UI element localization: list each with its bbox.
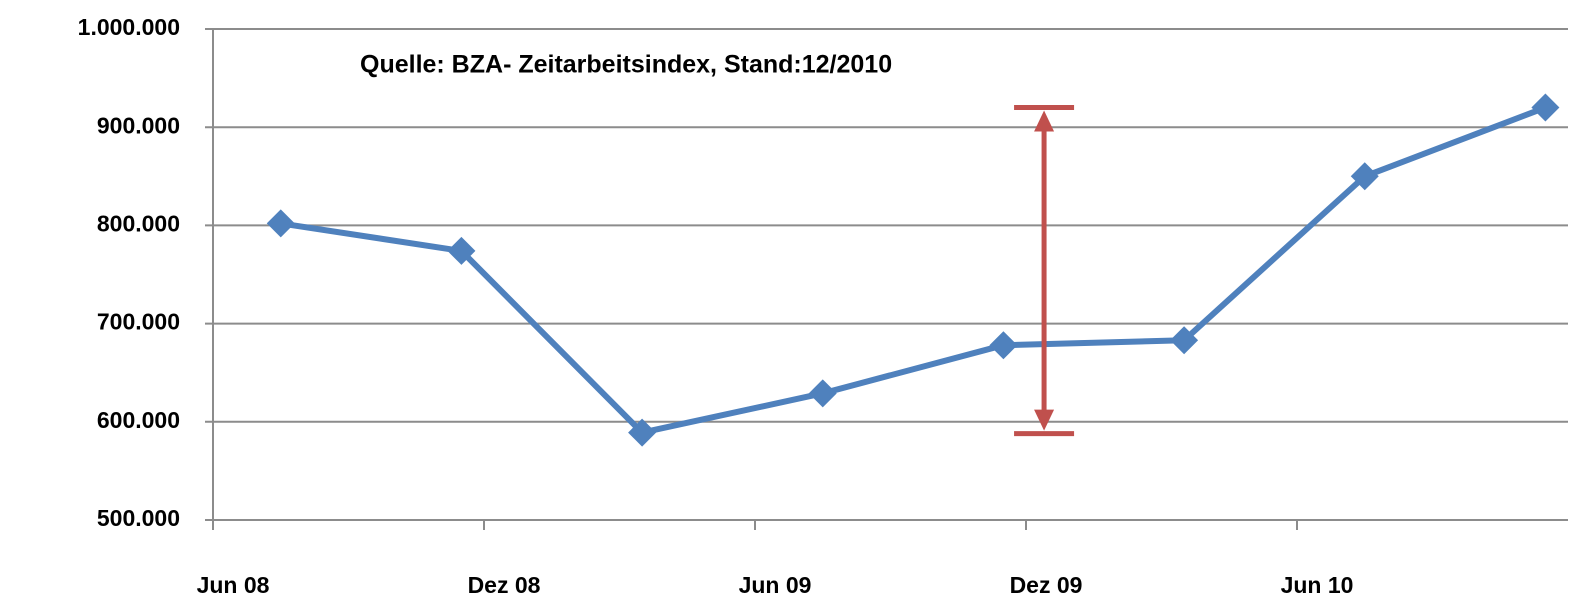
arrow-head: [1034, 110, 1055, 132]
arrow-head: [1034, 409, 1055, 431]
data-point: [628, 418, 657, 447]
y-tick-label: 1.000.000: [78, 14, 180, 40]
y-tick-label: 800.000: [97, 210, 180, 236]
y-tick-label: 500.000: [97, 505, 180, 531]
data-point: [1531, 93, 1560, 122]
data-line: [280, 104, 1547, 436]
x-tick-label: Jun 10: [1281, 572, 1354, 598]
data-point: [808, 379, 837, 408]
chart-title: Quelle: BZA- Zeitarbeitsindex, Stand:12/…: [360, 51, 892, 79]
y-tick-label: 900.000: [97, 112, 180, 138]
y-tick-label: 700.000: [97, 309, 180, 335]
x-tick-label: Dez 09: [1010, 572, 1083, 598]
y-tick-label: 600.000: [97, 407, 180, 433]
data-point: [989, 331, 1018, 360]
x-tick-label: Dez 08: [468, 572, 541, 598]
data-point: [1350, 162, 1379, 191]
data-point: [1170, 326, 1199, 355]
x-tick-label: Jun 09: [739, 572, 812, 598]
data-point: [266, 209, 295, 238]
x-tick-label: Jun 08: [197, 572, 270, 598]
data-point: [447, 236, 476, 265]
